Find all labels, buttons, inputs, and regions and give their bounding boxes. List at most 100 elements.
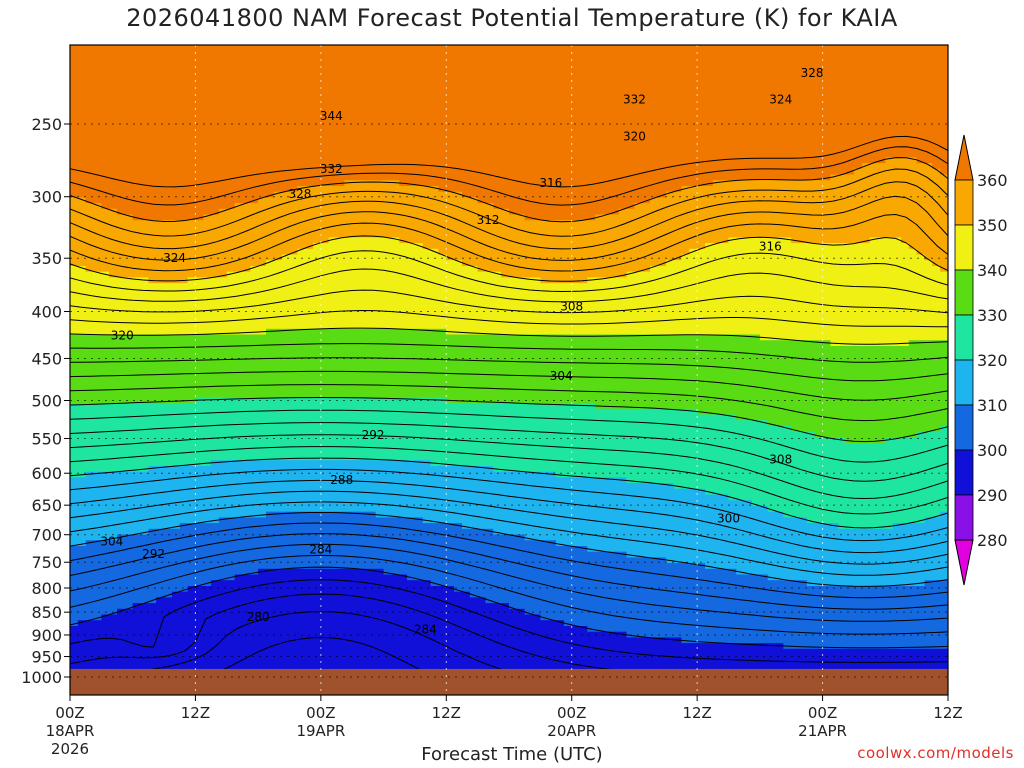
field-cell	[171, 180, 181, 187]
field-cell	[289, 260, 298, 267]
field-cell	[234, 414, 243, 421]
field-cell	[132, 77, 142, 84]
field-cell	[203, 266, 212, 273]
field-cell	[289, 391, 298, 398]
field-cell	[226, 237, 236, 244]
field-cell	[211, 37, 219, 43]
field-cell	[70, 494, 79, 501]
field-cell	[148, 443, 157, 450]
field-cell	[367, 454, 377, 461]
field-cell	[242, 488, 251, 496]
field-cell	[164, 151, 173, 158]
field-cell	[352, 226, 361, 233]
field-cell	[109, 260, 118, 267]
field-cell	[211, 174, 220, 181]
field-cell	[250, 83, 259, 90]
field-cell	[360, 214, 369, 221]
field-cell	[313, 294, 322, 301]
field-cell	[266, 397, 275, 404]
field-cell	[250, 140, 259, 147]
field-cell	[109, 311, 118, 318]
field-cell	[101, 100, 110, 107]
field-cell	[70, 420, 79, 427]
field-cell	[320, 551, 330, 558]
field-cell	[101, 340, 110, 347]
field-cell	[148, 414, 157, 421]
field-cell	[242, 574, 251, 581]
field-cell	[195, 15, 203, 21]
field-cell	[375, 494, 385, 501]
field-cell	[117, 603, 126, 610]
field-cell	[375, 111, 385, 118]
field-cell	[85, 557, 95, 564]
field-cell	[124, 123, 134, 130]
field-cell	[226, 580, 236, 587]
field-cell	[328, 568, 338, 576]
field-cell	[70, 654, 79, 661]
field-cell	[352, 71, 361, 78]
field-cell	[70, 597, 79, 604]
field-cell	[195, 226, 204, 233]
field-cell	[273, 317, 283, 324]
field-cell	[164, 117, 173, 124]
field-cell	[226, 180, 236, 187]
field-cell	[383, 54, 392, 61]
field-cell	[93, 226, 102, 233]
field-cell	[93, 323, 102, 330]
field-cell	[219, 26, 227, 32]
field-cell	[117, 220, 126, 227]
field-cell	[172, 15, 180, 21]
field-cell	[344, 551, 353, 558]
field-cell	[171, 648, 181, 656]
field-cell	[305, 300, 314, 307]
field-cell	[218, 620, 228, 627]
field-cell	[313, 248, 322, 256]
field-cell	[273, 608, 283, 616]
field-cell	[77, 266, 87, 273]
field-cell	[219, 15, 227, 21]
field-cell	[313, 483, 322, 490]
field-cell	[320, 648, 330, 656]
field-cell	[360, 94, 369, 101]
field-cell	[305, 271, 314, 278]
field-cell	[85, 134, 95, 141]
field-cell	[250, 574, 259, 581]
field-cell	[352, 631, 361, 638]
field-cell	[266, 140, 275, 147]
field-cell	[274, 20, 282, 26]
field-cell	[93, 248, 102, 256]
field-cell	[383, 471, 392, 478]
field-cell	[203, 494, 212, 501]
field-cell	[344, 426, 353, 433]
field-cell	[124, 397, 134, 404]
field-cell	[195, 134, 204, 141]
field-cell	[203, 186, 212, 193]
field-cell	[77, 631, 87, 638]
field-cell	[360, 386, 369, 393]
field-cell	[226, 197, 236, 204]
field-cell	[258, 586, 267, 593]
field-cell	[70, 488, 79, 496]
field-cell	[148, 83, 157, 90]
field-cell	[70, 620, 79, 627]
field-cell	[242, 626, 251, 633]
field-cell	[70, 77, 79, 84]
field-cell	[281, 306, 291, 313]
field-cell	[352, 568, 361, 576]
field-cell	[132, 523, 142, 530]
field-cell	[140, 626, 149, 633]
field-cell	[226, 660, 236, 667]
field-cell	[328, 77, 338, 84]
field-cell	[203, 368, 212, 376]
field-cell	[234, 626, 243, 633]
field-cell	[164, 94, 173, 101]
field-cell	[344, 323, 353, 330]
field-cell	[156, 414, 165, 421]
field-cell	[250, 54, 259, 61]
field-cell	[203, 106, 212, 113]
field-cell	[171, 391, 181, 398]
field-cell	[195, 334, 204, 341]
field-cell	[273, 643, 283, 650]
field-cell	[313, 334, 322, 341]
field-cell	[344, 254, 353, 261]
